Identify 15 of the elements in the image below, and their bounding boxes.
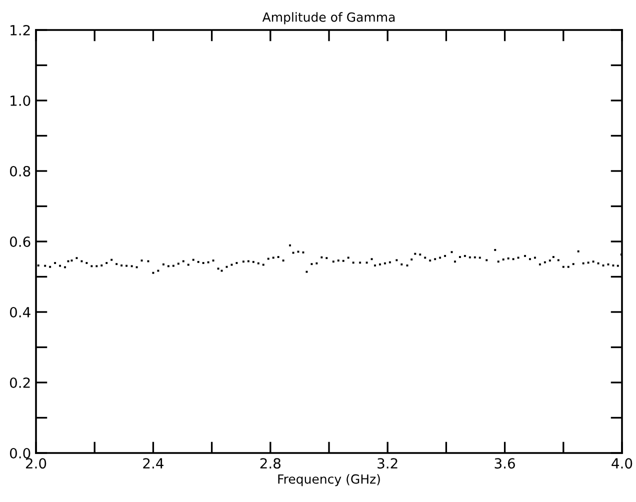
x-axis-title: Frequency (GHz) xyxy=(278,474,380,486)
y-tick-label: 0.0 xyxy=(10,448,30,458)
y-tick-label: 0.4 xyxy=(10,306,30,318)
y-tick-label: 1.2 xyxy=(10,24,30,36)
x-tick-label: 4.0 xyxy=(612,458,632,469)
y-tick-label: 0.2 xyxy=(10,377,30,388)
x-tick-label: 3.2 xyxy=(378,458,398,469)
x-tick-label: 3.6 xyxy=(494,458,515,469)
y-tick-label: 1.0 xyxy=(10,95,30,106)
x-tick-label: 2.8 xyxy=(260,458,280,469)
y-tick-label: 0.8 xyxy=(10,166,30,176)
x-tick-label: 2.0 xyxy=(26,458,46,469)
y-tick-label: 0.6 xyxy=(10,236,30,247)
chart-title: Amplitude of Gamma xyxy=(262,12,395,24)
x-tick-label: 2.4 xyxy=(143,458,164,468)
